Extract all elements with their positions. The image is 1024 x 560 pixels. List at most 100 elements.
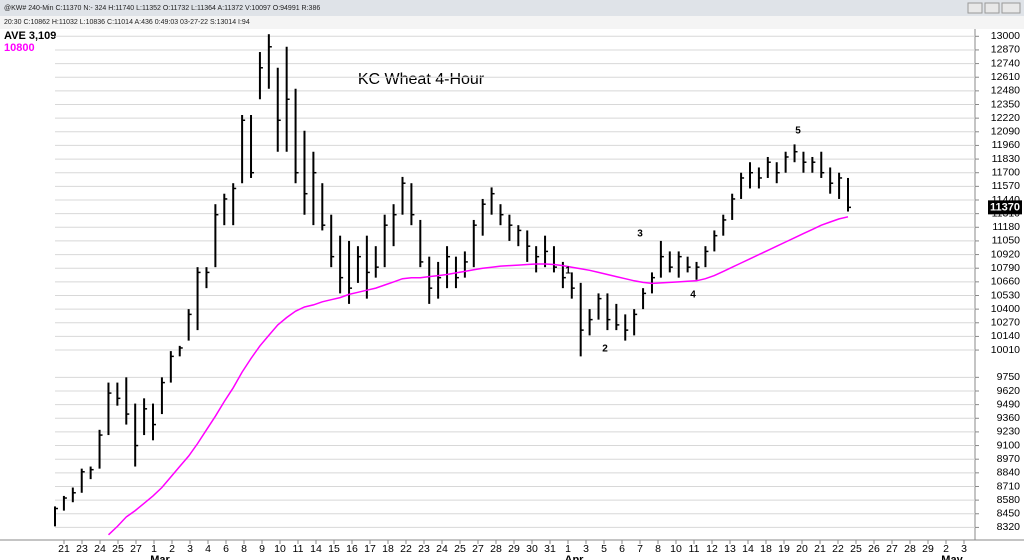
x-tick-label: 3: [583, 543, 589, 555]
ma-label: 10800: [4, 42, 35, 54]
x-tick-label: 28: [490, 543, 502, 555]
y-tick-label: 11570: [992, 180, 1021, 192]
x-tick-label: 24: [436, 543, 448, 555]
maximize-button[interactable]: [984, 2, 1000, 14]
wave-label: 1: [565, 266, 571, 277]
x-tick-label: 5: [601, 543, 607, 555]
y-tick-label: 13000: [991, 30, 1020, 42]
y-tick-label: 9230: [997, 426, 1021, 438]
x-tick-label: 10: [274, 543, 286, 555]
x-tick-label: 2: [169, 543, 175, 555]
x-tick-label: 21: [58, 543, 70, 555]
y-tick-label: 9620: [997, 385, 1021, 397]
x-tick-label: 24: [94, 543, 106, 555]
last-price-label: 11370: [990, 201, 1020, 213]
x-tick-label: 23: [418, 543, 430, 555]
x-tick-label: 3: [187, 543, 193, 555]
x-tick-label: 22: [400, 543, 412, 555]
header-line: 20:30 C:10862 H:11032 L:10836 C:11014 A:…: [4, 19, 250, 26]
x-tick-label: 1: [151, 543, 157, 555]
y-tick-label: 10660: [991, 276, 1020, 288]
x-tick-label: 25: [112, 543, 124, 555]
x-tick-label: 27: [886, 543, 898, 555]
x-tick-label: 21: [814, 543, 826, 555]
x-tick-label: 14: [310, 543, 322, 555]
x-tick-label: 3: [961, 543, 967, 555]
x-tick-label: 31: [544, 543, 556, 555]
last-price-tag: [988, 200, 1022, 215]
x-tick-label: 25: [454, 543, 466, 555]
y-tick-label: 8580: [997, 494, 1021, 506]
x-tick-label: 28: [904, 543, 916, 555]
wave-label: 5: [795, 126, 801, 137]
indicator-label: AVE 3,109: [4, 30, 56, 42]
wave-label: 2: [602, 344, 608, 355]
y-tick-label: 12480: [991, 85, 1020, 97]
y-tick-label: 12350: [991, 98, 1020, 110]
y-tick-label: 12220: [991, 112, 1020, 124]
y-tick-label: 11830: [992, 153, 1021, 165]
y-tick-label: 12870: [991, 44, 1020, 56]
x-tick-label: 7: [637, 543, 643, 555]
y-tick-label: 9750: [997, 371, 1021, 383]
x-tick-label: 4: [205, 543, 211, 555]
x-tick-label: 11: [689, 543, 700, 555]
month-label: Mar: [150, 554, 170, 560]
header-line: @KW# 240-Min C:11370 N:- 324 H:11740 L:1…: [4, 5, 320, 12]
wave-label: 4: [690, 290, 696, 301]
x-tick-label: 8: [655, 543, 661, 555]
x-tick-label: 9: [259, 543, 265, 555]
y-tick-label: 8320: [997, 521, 1021, 533]
x-tick-label: 12: [706, 543, 718, 555]
x-tick-label: 27: [472, 543, 484, 555]
y-tick-label: 8840: [997, 467, 1021, 479]
x-tick-label: 23: [76, 543, 88, 555]
x-tick-label: 27: [130, 543, 142, 555]
x-tick-label: 8: [241, 543, 247, 555]
moving-average: [107, 216, 849, 536]
x-tick-label: 14: [742, 543, 754, 555]
y-tick-label: 12090: [991, 126, 1020, 138]
x-tick-label: 18: [382, 543, 394, 555]
x-tick-label: 6: [619, 543, 625, 555]
month-label: May: [941, 554, 963, 560]
y-tick-label: 11180: [992, 221, 1020, 233]
x-tick-label: 29: [508, 543, 520, 555]
minimize-button[interactable]: [967, 2, 983, 14]
y-tick-label: 10400: [991, 303, 1020, 315]
title-bar: [0, 0, 1024, 16]
month-label: Apr: [565, 554, 585, 560]
x-tick-label: 2: [943, 543, 949, 555]
chart-title: KC Wheat 4-Hour: [358, 71, 485, 88]
x-tick-label: 25: [850, 543, 862, 555]
y-tick-label: 9100: [997, 439, 1021, 451]
x-tick-label: 1: [565, 543, 571, 555]
x-tick-label: 10: [670, 543, 682, 555]
close-button[interactable]: [1001, 2, 1021, 14]
y-tick-label: 10920: [991, 248, 1020, 260]
y-tick-label: 12610: [991, 71, 1020, 83]
y-tick-label: 10530: [991, 289, 1020, 301]
x-tick-label: 17: [364, 543, 376, 555]
x-tick-label: 20: [796, 543, 808, 555]
x-tick-label: 30: [526, 543, 538, 555]
y-tick-label: 10140: [991, 330, 1020, 342]
x-tick-label: 18: [760, 543, 772, 555]
x-tick-label: 16: [346, 543, 358, 555]
x-tick-label: 22: [832, 543, 844, 555]
x-tick-label: 6: [223, 543, 229, 555]
x-tick-label: 13: [724, 543, 736, 555]
info-bar: [0, 16, 1024, 29]
y-tick-label: 10790: [991, 262, 1020, 274]
wave-label: 3: [637, 229, 643, 240]
y-tick-label: 12740: [991, 57, 1020, 69]
x-tick-label: 11: [293, 543, 304, 555]
y-tick-label: 8450: [997, 508, 1021, 520]
y-tick-label: 10270: [991, 317, 1020, 329]
y-tick-label: 10010: [991, 344, 1020, 356]
x-tick-label: 26: [868, 543, 880, 555]
y-tick-label: 9490: [997, 398, 1021, 410]
x-tick-label: 29: [922, 543, 934, 555]
x-tick-label: 15: [328, 543, 340, 555]
